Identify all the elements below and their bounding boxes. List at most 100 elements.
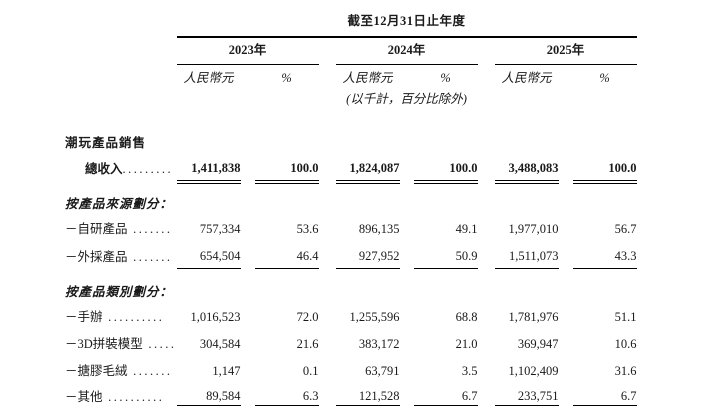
year-header-2024: 2024年 [335, 37, 478, 65]
column-gap [400, 356, 414, 383]
value-pct-2023: 0.1 [302, 364, 319, 378]
value-rmb-2025: 369,947 [517, 337, 559, 351]
value-pct-2024: 50.9 [413, 241, 478, 269]
section-row: 潮玩產品銷售 [65, 108, 637, 153]
row-label: －外採產品 ....... [65, 241, 177, 269]
group-gap [478, 383, 495, 406]
row-label-text: －3D拼裝模型 [65, 337, 143, 351]
column-gap [241, 153, 255, 181]
value-rmb-2023: 757,334 [199, 222, 241, 236]
value-pct-2025: 43.3 [572, 241, 637, 269]
data-row: －外採產品 ....... 654,504 46.4 927,952 50.9 1,511… [65, 241, 637, 269]
column-gap [400, 329, 414, 356]
section-label: 按產品來源劃分： [65, 197, 174, 211]
corner-spacer [65, 37, 177, 65]
value-rmb-2024: 63,791 [365, 364, 400, 378]
value-rmb-2023: 304,584 [199, 337, 241, 351]
corner-spacer [65, 65, 177, 87]
unit-label-2024: 人民幣元 [342, 71, 393, 85]
row-label: －手辦 .......... [65, 302, 177, 329]
value-rmb-2023: 654,504 [176, 241, 241, 269]
dot-leader: .......... [102, 389, 165, 404]
percent-label-2024: % [440, 71, 451, 85]
group-gap [478, 37, 495, 65]
value-rmb-2025: 3,488,083 [494, 153, 559, 184]
data-row: －3D拼裝模型 ..... 304,584 21.6 383,172 21.0 369,9… [65, 329, 637, 356]
value-rmb-2024: 121,528 [335, 383, 400, 406]
column-gap [559, 153, 573, 181]
column-gap [241, 383, 255, 406]
value-pct-2024: 49.1 [455, 222, 478, 236]
column-gap [559, 65, 573, 87]
value-rmb-2024: 927,952 [335, 241, 400, 269]
year-header-2023: 2023年 [176, 37, 319, 65]
value-pct-2024: 3.5 [461, 364, 478, 378]
group-gap [319, 37, 336, 65]
value-pct-2025: 100.0 [572, 153, 637, 184]
value-rmb-2023: 89,584 [176, 383, 241, 406]
group-gap [319, 65, 336, 87]
group-gap [319, 329, 336, 356]
group-gap [478, 329, 495, 356]
group-gap [478, 65, 495, 87]
revenue-breakdown-table: 截至12月31日止年度 2023年 2024年 2025年 人民幣元 % 人民幣… [65, 8, 637, 406]
column-gap [400, 214, 414, 241]
row-label: －3D拼裝模型 ..... [65, 329, 177, 356]
period-header-row: 截至12月31日止年度 [65, 8, 637, 38]
column-gap [559, 329, 573, 356]
row-label: －自研產品 ....... [65, 214, 177, 241]
period-header: 截至12月31日止年度 [176, 8, 637, 38]
section-label: 按產品類別劃分： [65, 285, 174, 299]
column-gap [559, 241, 573, 269]
group-gap [478, 241, 495, 269]
unit-label-2023: 人民幣元 [183, 71, 234, 85]
value-pct-2023: 53.6 [296, 222, 319, 236]
column-gap [559, 356, 573, 383]
corner-spacer [65, 86, 177, 108]
data-row: －其他 .......... 89,584 6.3 121,528 6.7 233,751… [65, 383, 637, 406]
group-gap [319, 153, 336, 181]
value-pct-2025: 31.6 [614, 364, 637, 378]
group-gap [478, 356, 495, 383]
dot-leader: ....... [127, 364, 173, 378]
column-gap [241, 356, 255, 383]
section-row: 按產品來源劃分： [65, 181, 637, 215]
row-label: －其他 .......... [65, 383, 177, 406]
row-label-text: －手辦 [65, 310, 103, 324]
section-label: 潮玩產品銷售 [65, 136, 147, 150]
group-gap [319, 302, 336, 329]
column-gap [400, 65, 414, 87]
row-label: 總收入......... [65, 153, 177, 181]
value-rmb-2024: 1,255,596 [349, 310, 400, 324]
value-pct-2024: 68.8 [455, 310, 478, 324]
column-gap [400, 302, 414, 329]
value-pct-2023: 100.0 [254, 153, 319, 184]
group-gap [478, 153, 495, 181]
value-rmb-2024: 1,824,087 [335, 153, 400, 184]
row-label-text: －外採產品 [65, 249, 128, 264]
year-header-2025: 2025年 [494, 37, 637, 65]
column-gap [241, 65, 255, 87]
column-gap [400, 153, 414, 181]
group-gap [319, 356, 336, 383]
value-rmb-2025: 1,511,073 [494, 241, 559, 269]
data-row: －自研產品 ....... 757,334 53.6 896,135 49.1 1,977… [65, 214, 637, 241]
unit-header-row: 人民幣元 % 人民幣元 % 人民幣元 % [65, 65, 637, 87]
value-pct-2023: 72.0 [296, 310, 319, 324]
value-pct-2024: 100.0 [413, 153, 478, 184]
data-row: －搪膠毛絨 ....... 1,147 0.1 63,791 3.5 1,102,409 3… [65, 356, 637, 383]
thousands-note: (以千計，百分比除外) [346, 92, 467, 106]
group-gap [478, 214, 495, 241]
unit-label-2025: 人民幣元 [501, 71, 552, 85]
data-row: 總收入......... 1,411,838 100.0 1,824,087 100.0… [65, 153, 637, 184]
dot-leader: ......... [122, 161, 174, 176]
dot-leader: ..... [142, 337, 177, 351]
corner-spacer [65, 8, 177, 37]
value-rmb-2025: 1,977,010 [508, 222, 559, 236]
row-label-text: －自研產品 [65, 222, 128, 236]
value-rmb-2025: 1,102,409 [508, 364, 559, 378]
value-pct-2025: 6.7 [572, 383, 637, 406]
group-gap [319, 241, 336, 269]
column-gap [241, 241, 255, 269]
column-gap [559, 214, 573, 241]
